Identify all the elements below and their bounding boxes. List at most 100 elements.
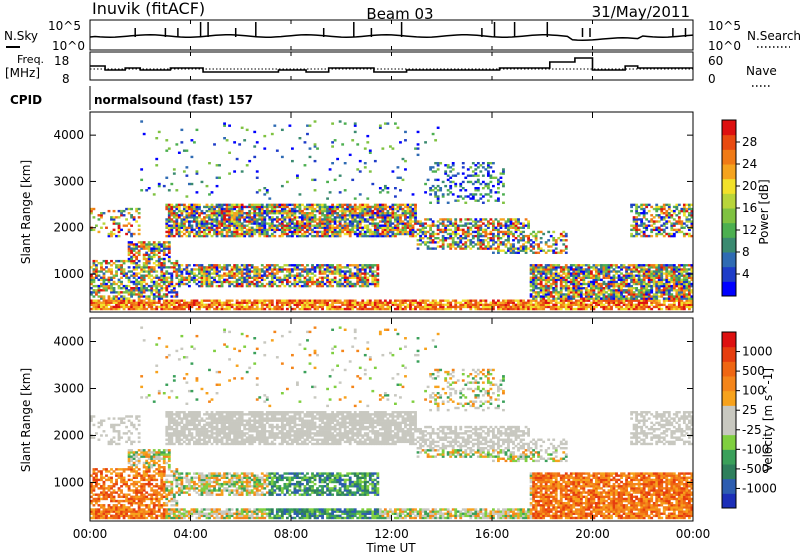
power-cell bbox=[152, 247, 156, 250]
power-cell bbox=[270, 299, 274, 302]
power-cell bbox=[265, 276, 269, 279]
power-cell bbox=[479, 247, 483, 250]
power-cell bbox=[557, 301, 561, 304]
power-cell bbox=[243, 301, 247, 304]
power-cell bbox=[175, 203, 179, 207]
power-cell bbox=[567, 268, 571, 271]
power-cell bbox=[228, 274, 231, 277]
power-cell bbox=[263, 272, 267, 275]
power-cell bbox=[426, 299, 430, 302]
power-cell bbox=[260, 299, 264, 302]
power-cell bbox=[595, 287, 598, 290]
power-cell bbox=[175, 226, 179, 229]
power-cell bbox=[371, 301, 375, 304]
power-cell bbox=[228, 218, 231, 221]
power-cell bbox=[336, 214, 340, 217]
power-cell bbox=[336, 212, 340, 215]
power-cell bbox=[291, 222, 294, 225]
power-cell bbox=[391, 228, 395, 232]
power-cell bbox=[484, 230, 488, 234]
power-cell bbox=[610, 295, 613, 298]
power-cell bbox=[399, 301, 402, 304]
power-cell bbox=[245, 128, 249, 132]
power-cell bbox=[331, 122, 335, 125]
power-cell bbox=[205, 305, 209, 309]
power-cell bbox=[584, 293, 588, 296]
power-cell bbox=[260, 218, 264, 221]
power-cell bbox=[97, 303, 101, 307]
power-cell bbox=[195, 172, 199, 175]
power-cell bbox=[210, 207, 214, 211]
power-cell bbox=[172, 287, 176, 290]
power-cell bbox=[592, 264, 596, 267]
power-cell bbox=[373, 305, 377, 309]
power-cell bbox=[218, 205, 221, 209]
power-cell bbox=[617, 284, 621, 288]
power-cell bbox=[368, 303, 372, 307]
power-cell bbox=[474, 193, 478, 196]
power-cell bbox=[514, 220, 518, 223]
power-cell bbox=[127, 291, 131, 294]
power-cell bbox=[481, 303, 485, 307]
power-cell bbox=[187, 274, 191, 277]
power-cell bbox=[152, 301, 156, 304]
power-cell bbox=[637, 272, 641, 275]
power-cell bbox=[208, 299, 211, 302]
power-cell bbox=[348, 205, 352, 209]
power-cell bbox=[175, 228, 179, 232]
power-cell bbox=[615, 303, 618, 307]
power-cell bbox=[333, 266, 337, 269]
power-cell bbox=[265, 203, 269, 207]
power-cell bbox=[600, 278, 603, 282]
power-cell bbox=[529, 289, 533, 292]
power-cell bbox=[187, 230, 191, 234]
power-cell bbox=[132, 280, 136, 284]
power-cell bbox=[574, 278, 578, 282]
power-cell bbox=[381, 230, 385, 234]
power-cell bbox=[625, 272, 628, 275]
power-cell bbox=[132, 268, 136, 271]
power-cell bbox=[569, 301, 573, 304]
power-cell bbox=[260, 270, 264, 273]
power-cell bbox=[270, 216, 274, 219]
power-cell bbox=[587, 268, 591, 271]
power-cell bbox=[479, 220, 483, 223]
power-cell bbox=[321, 222, 324, 225]
power-cell bbox=[343, 272, 347, 275]
power-cell bbox=[602, 291, 606, 294]
power-cell bbox=[313, 207, 317, 211]
power-cell bbox=[291, 212, 294, 215]
power-cell bbox=[348, 232, 352, 236]
power-cell bbox=[499, 172, 503, 175]
power-cell bbox=[275, 301, 279, 304]
power-cell bbox=[255, 272, 259, 275]
power-cell bbox=[233, 220, 237, 223]
power-cell bbox=[230, 203, 234, 207]
power-cell bbox=[459, 247, 463, 250]
power-cell bbox=[137, 295, 141, 298]
power-cell bbox=[215, 234, 219, 238]
power-cell bbox=[363, 266, 367, 269]
power-cell bbox=[517, 251, 520, 254]
power-cell bbox=[145, 189, 149, 192]
power-cell bbox=[632, 276, 636, 279]
power-cell bbox=[605, 266, 608, 269]
power-cell bbox=[353, 272, 357, 275]
power-cell bbox=[140, 307, 144, 311]
power-cell bbox=[424, 218, 427, 221]
power-cell bbox=[130, 293, 134, 296]
power-cell bbox=[140, 178, 144, 182]
power-cell bbox=[567, 280, 571, 284]
power-cell bbox=[296, 266, 299, 269]
power-cell bbox=[366, 299, 370, 302]
power-cell bbox=[130, 280, 134, 284]
power-cell bbox=[228, 209, 231, 213]
power-cell bbox=[549, 284, 553, 288]
power-cell bbox=[245, 305, 249, 309]
power-cell bbox=[640, 264, 644, 267]
power-cell bbox=[381, 226, 385, 229]
power-cell bbox=[90, 291, 93, 294]
power-cell bbox=[228, 303, 231, 307]
power-cell bbox=[637, 280, 641, 284]
power-cell bbox=[517, 218, 520, 221]
